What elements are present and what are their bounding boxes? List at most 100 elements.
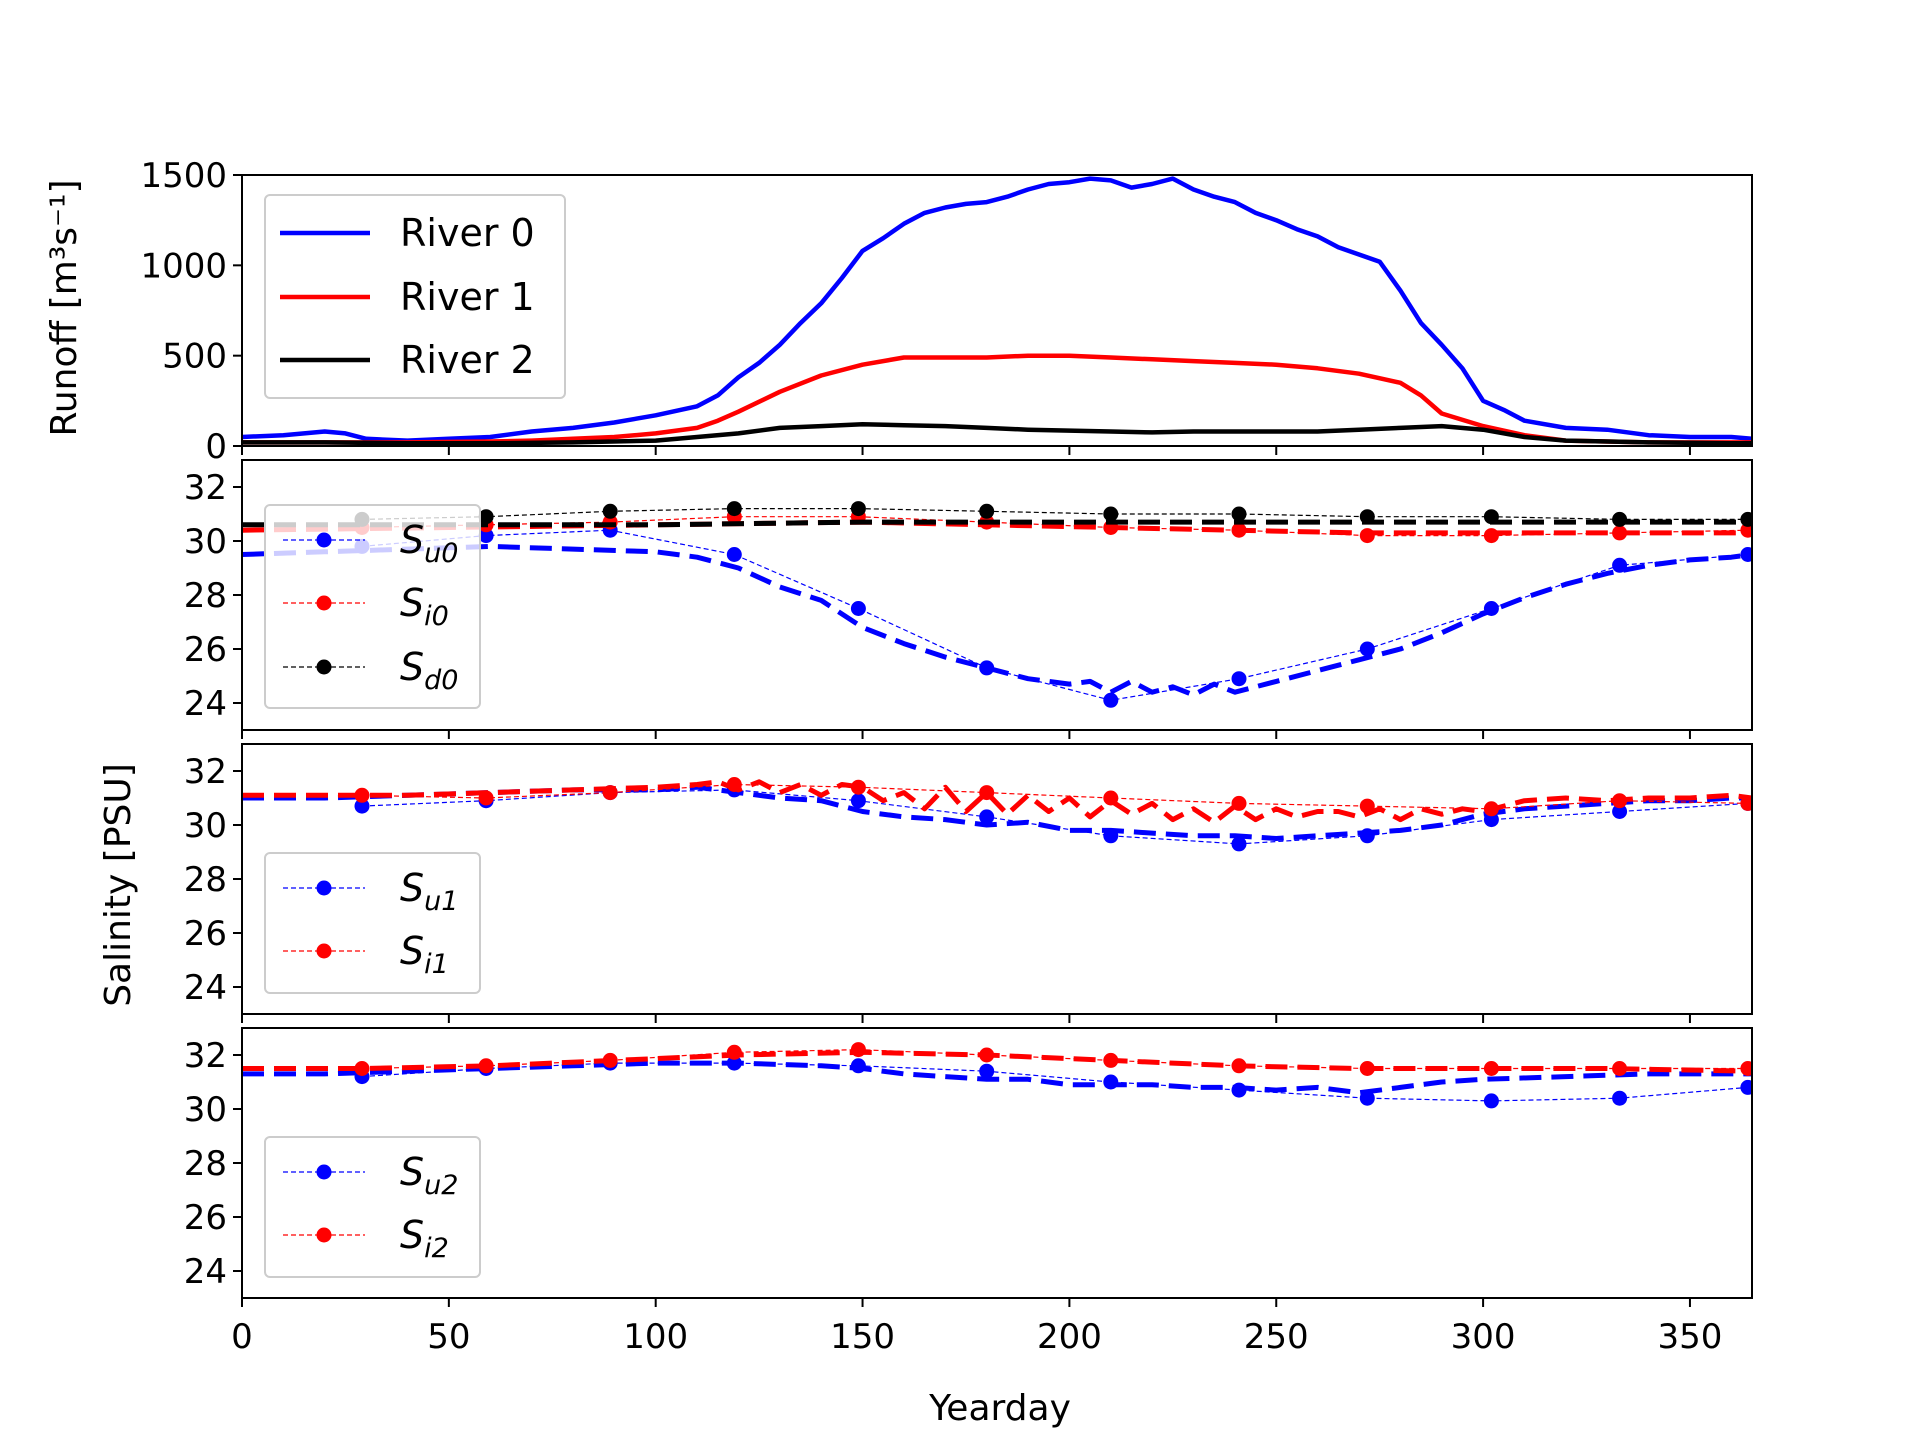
y-tick-label: 28 <box>184 860 227 900</box>
data-point-s-i2 <box>1740 1061 1752 1076</box>
data-point-s-i2 <box>850 1042 866 1058</box>
data-point-s-i0 <box>1231 522 1247 538</box>
data-point-s-u0 <box>1359 641 1375 657</box>
data-point-s-u1 <box>979 809 995 825</box>
data-point-s-i1 <box>478 790 494 806</box>
model-line-s-d0 <box>242 519 1752 528</box>
data-point-s-u1 <box>1483 812 1499 828</box>
axes-frame <box>241 174 1753 447</box>
data-point-s-u0 <box>850 601 866 616</box>
data-point-s-i2 <box>1483 1061 1499 1076</box>
legend-runoff: River 0 River 1 River 2 <box>264 194 566 399</box>
y-tick-label: 30 <box>184 1090 227 1130</box>
data-point-s-u2 <box>1483 1093 1499 1109</box>
salinity-y-axis-label: Salinity [PSU] <box>98 763 139 1007</box>
data-point-s-u0 <box>1103 692 1119 708</box>
data-point-s-i1 <box>1483 801 1499 817</box>
runoff-line-river-2 <box>242 422 1752 446</box>
y-tick-label: 32 <box>184 752 227 792</box>
data-point-s-d0 <box>478 509 494 525</box>
legend-label-s-u1: Su1 <box>400 866 458 917</box>
legend-label-river-1: River 1 <box>400 275 535 319</box>
data-point-s-u2 <box>1612 1090 1628 1106</box>
data-point-s-i2 <box>979 1047 995 1063</box>
model-line-s-u0 <box>242 543 1752 698</box>
data-point-s-i1 <box>602 785 618 801</box>
data-point-s-u1 <box>1612 804 1628 819</box>
data-point-s-u2 <box>979 1063 995 1079</box>
data-point-s-u1 <box>354 798 370 814</box>
data-point-s-i1 <box>726 777 742 792</box>
legend-label-river-0: River 0 <box>400 211 535 255</box>
data-point-s-u0 <box>1483 601 1499 616</box>
legend-marker-s-u1 <box>316 880 332 896</box>
plot-area-salinity-1 <box>242 777 1752 852</box>
data-point-s-i2 <box>354 1061 370 1076</box>
data-point-s-i2 <box>602 1052 618 1068</box>
y-tick-label: 30 <box>184 522 227 562</box>
data-point-s-i2 <box>726 1044 742 1060</box>
data-point-s-i2 <box>478 1058 494 1074</box>
x-axis-label: Yearday <box>928 1388 1071 1429</box>
data-point-s-i2 <box>1359 1061 1375 1076</box>
data-point-s-i1 <box>979 785 995 801</box>
legend-label-s-u0: Su0 <box>400 518 458 569</box>
model-line-s-i1 <box>242 779 1752 825</box>
data-point-s-u0 <box>726 547 742 562</box>
data-point-s-u1 <box>1231 836 1247 852</box>
plot-area-salinity-0 <box>242 501 1752 708</box>
data-point-s-u2 <box>1231 1082 1247 1098</box>
legend-box <box>264 504 481 709</box>
legend-marker-s-d0 <box>316 659 332 675</box>
obs-line-s-i1 <box>361 783 1748 810</box>
legend-label-s-d0: Sd0 <box>400 645 458 696</box>
y-tick-label: 32 <box>184 1036 227 1076</box>
legend-marker-s-i1 <box>316 943 332 959</box>
data-point-s-i1 <box>1231 795 1247 811</box>
legend-salinity-0: Su0 Si0 Sd0 <box>264 504 481 709</box>
data-point-s-d0 <box>850 501 866 517</box>
runoff-y-axis-label: Runoff [m³s⁻¹] <box>44 179 85 436</box>
data-point-s-d0 <box>979 503 995 519</box>
panel-salinity-0: 24 26 28 30 32 Su0 Si0 Sd0 <box>184 459 1753 739</box>
data-point-s-d0 <box>1359 509 1375 525</box>
x-tick-label: 100 <box>623 1317 688 1357</box>
x-tick-label: 0 <box>231 1317 253 1357</box>
data-point-s-i1 <box>1740 795 1752 811</box>
data-point-s-u2 <box>850 1058 866 1074</box>
obs-line-s-d0 <box>361 508 1748 521</box>
x-tick-label: 200 <box>1037 1317 1102 1357</box>
data-point-s-u1 <box>1359 828 1375 844</box>
legend-label-s-u2: Su2 <box>400 1150 458 1201</box>
legend-label-s-i2: Si2 <box>400 1213 449 1264</box>
data-point-s-i2 <box>1231 1058 1247 1074</box>
data-point-s-u0 <box>1231 671 1247 687</box>
y-tick-label: 26 <box>184 630 227 670</box>
legend-marker-s-i0 <box>316 595 332 611</box>
data-point-s-u2 <box>726 1055 742 1071</box>
data-point-s-u2 <box>1359 1090 1375 1106</box>
runoff-line-river-0 <box>242 176 1752 443</box>
data-point-s-i2 <box>1103 1052 1119 1068</box>
plot-area-runoff <box>242 176 1752 446</box>
legend-marker-s-u2 <box>316 1164 332 1180</box>
x-tick-label: 350 <box>1657 1317 1722 1357</box>
y-tick-label: 24 <box>184 684 227 724</box>
model-line-s-u2 <box>242 1060 1752 1096</box>
data-point-s-d0 <box>726 501 742 517</box>
data-point-s-i1 <box>1612 793 1628 809</box>
y-tick-label: 1500 <box>140 156 227 196</box>
data-point-s-u2 <box>1740 1079 1752 1095</box>
runoff-line-river-1 <box>242 353 1752 445</box>
legend-label-river-2: River 2 <box>400 338 535 382</box>
data-point-s-u1 <box>850 793 866 809</box>
x-tick-label: 250 <box>1244 1317 1309 1357</box>
data-point-s-d0 <box>1483 509 1499 525</box>
data-point-s-i0 <box>1483 528 1499 544</box>
y-tick-label: 500 <box>162 337 227 377</box>
y-tick-label: 1000 <box>140 246 227 286</box>
